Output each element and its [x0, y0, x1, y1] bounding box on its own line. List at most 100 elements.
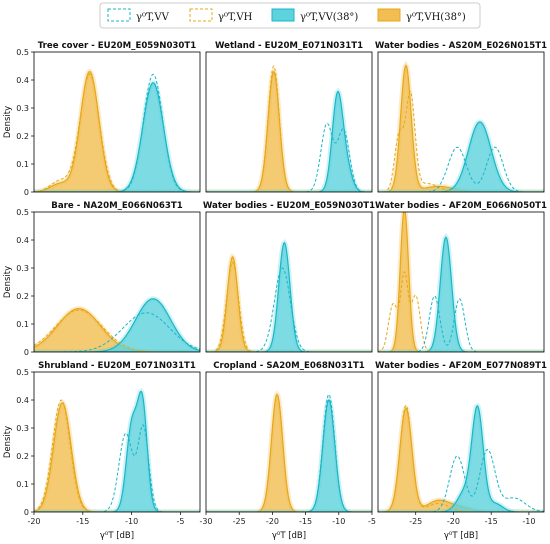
series-area-VV(38°) — [206, 90, 372, 192]
axes-frame — [205, 211, 373, 353]
y-tick-label: 0.5 — [16, 48, 29, 57]
series-area-VH(38°) — [206, 255, 372, 352]
subplot-title: Water bodies - AF20M_E066N050T1 — [375, 201, 547, 211]
series-line-VV — [206, 122, 372, 192]
subplot-3: Bare - NA20M_E066N063T1 0 0.1 0.2 0.3 0.4 0.5 D… — [3, 201, 201, 357]
plot-area — [206, 65, 372, 192]
plot-area — [34, 68, 200, 192]
series-line-VV — [206, 267, 372, 352]
series-line-VV — [378, 146, 544, 192]
x-tick-label: -10 — [522, 517, 535, 526]
panels: Tree cover - EU20M_E059N030T1 0 0.1 0.2 0.3 0… — [3, 41, 547, 541]
y-tick-label: 0.4 — [16, 396, 29, 405]
y-tick-label: 0.4 — [16, 236, 29, 245]
x-tick-label: -25 — [233, 517, 246, 526]
y-axis-label: Density — [3, 266, 13, 298]
plot-area — [378, 60, 544, 192]
x-tick-label: -15 — [299, 517, 312, 526]
subplot-5: Water bodies - AF20M_E066N050T1 — [375, 201, 547, 353]
series-line-VH — [206, 65, 372, 192]
y-axis-label: Density — [3, 106, 13, 138]
legend-item-vv-dashed: γ⁰T,VV — [107, 8, 170, 23]
legend-label-vv38: γ⁰T,VV(38°) — [300, 12, 358, 23]
y-tick-label: 0.3 — [16, 104, 29, 113]
subplot-title: Shrubland - EU20M_E071N031T1 — [38, 361, 196, 371]
series-area-VH(38°) — [378, 212, 544, 352]
y-axis-label: Density — [3, 426, 13, 458]
subplot-title: Water bodies - AF20M_E077N089T1 — [375, 361, 547, 371]
x-tick-label: -10 — [332, 517, 345, 526]
subplot-title: Bare - NA20M_E066N063T1 — [51, 201, 182, 211]
x-tick-label: -10 — [125, 517, 138, 526]
series-line-VH — [378, 404, 544, 512]
x-tick-label: -25 — [409, 517, 422, 526]
subplot-7: Cropland - SA20M_E068N031T1 -30 -25 -20 -15 -… — [199, 361, 376, 541]
y-tick-label: 0.5 — [16, 368, 29, 377]
plot-area — [378, 403, 544, 512]
series-line-VH — [34, 73, 200, 192]
axes-frame — [377, 371, 545, 513]
subplot-8: Water bodies - AF20M_E077N089T1 -25 -20 -15… — [375, 361, 547, 541]
y-tick-label: 0 — [24, 508, 29, 517]
y-tick-label: 0.1 — [16, 480, 29, 489]
axes-frame — [205, 51, 373, 193]
subplot-1: Wetland - EU20M_E071N031T1 — [205, 41, 373, 193]
legend-item-vh-filled: γ⁰T,VH(38°) — [377, 8, 466, 23]
axes-frame — [33, 211, 201, 353]
series-area-VV(38°) — [34, 390, 200, 512]
legend-label-vh38: γ⁰T,VH(38°) — [406, 12, 466, 23]
subplot-6: Shrubland - EU20M_E071N031T1 0 0.1 0.2 0.3 0.… — [3, 361, 201, 541]
x-tick-label: -30 — [199, 517, 212, 526]
axes-frame — [377, 211, 545, 353]
x-tick-label: -15 — [76, 517, 89, 526]
series-area-VV(38°) — [206, 241, 372, 352]
series-area-VV(38°) — [34, 298, 200, 352]
y-tick-label: 0.3 — [16, 264, 29, 273]
y-tick-label: 0.2 — [16, 132, 29, 141]
plot-area — [206, 390, 372, 512]
y-tick-label: 0.3 — [16, 424, 29, 433]
x-tick-label: -15 — [485, 517, 498, 526]
subplot-title: Water bodies - EU20M_E059N030T1 — [203, 201, 375, 211]
y-tick-label: 0.4 — [16, 76, 29, 85]
series-area-VV(38°) — [378, 236, 544, 352]
axes-frame — [33, 371, 201, 513]
legend-label-vh: γ⁰T,VH — [218, 12, 253, 23]
series-area-VH(38°) — [34, 402, 200, 512]
plot-area — [206, 238, 372, 352]
x-axis-label: γ⁰T [dB] — [444, 531, 478, 541]
x-tick-label: -20 — [266, 517, 279, 526]
subplot-title: Wetland - EU20M_E071N031T1 — [215, 41, 363, 51]
plot-area — [34, 388, 200, 512]
x-tick-label: -20 — [447, 517, 460, 526]
axes-frame — [205, 371, 373, 513]
series-glow — [34, 80, 200, 192]
y-tick-label: 0.5 — [16, 208, 29, 217]
subplot-0: Tree cover - EU20M_E059N030T1 0 0.1 0.2 0.3 0… — [3, 41, 201, 197]
y-tick-label: 0.1 — [16, 320, 29, 329]
y-tick-label: 0 — [24, 348, 29, 357]
subplot-4: Water bodies - EU20M_E059N030T1 — [203, 201, 375, 353]
legend-label-vv: γ⁰T,VV — [136, 12, 170, 23]
plot-area — [378, 212, 544, 352]
axes-frame — [33, 51, 201, 193]
x-axis-label: γ⁰T [dB] — [100, 531, 134, 541]
x-tick-label: -5 — [368, 517, 376, 526]
plot-area — [34, 296, 200, 352]
series-glow — [206, 390, 372, 512]
series-line-VH — [206, 261, 372, 352]
axes-frame — [377, 51, 545, 193]
y-tick-label: 0.1 — [16, 160, 29, 169]
y-tick-label: 0.2 — [16, 292, 29, 301]
y-tick-label: 0 — [24, 188, 29, 197]
legend-item-vh-dashed: γ⁰T,VH — [189, 8, 253, 23]
series-area-VH(38°) — [34, 70, 200, 192]
series-line-VV — [34, 424, 200, 512]
x-tick-label: -20 — [27, 517, 40, 526]
subplot-title: Water bodies - AS20M_E026N015T1 — [375, 41, 547, 51]
x-axis-label: γ⁰T [dB] — [272, 531, 306, 541]
y-tick-label: 0.2 — [16, 452, 29, 461]
series-line-VV — [378, 448, 544, 512]
series-line-VH — [34, 399, 200, 512]
